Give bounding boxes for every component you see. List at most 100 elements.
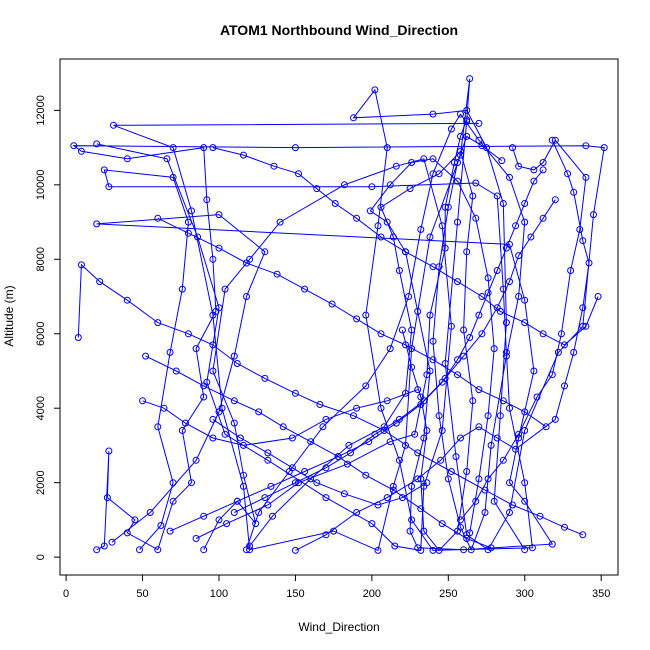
data-point	[463, 535, 471, 542]
data-point	[551, 415, 559, 423]
x-tick-label: 250	[439, 588, 457, 600]
data-point	[240, 441, 247, 449]
data-point	[499, 200, 507, 207]
data-point	[353, 404, 361, 412]
data-point	[600, 144, 608, 152]
data-point	[362, 382, 370, 390]
data-point	[154, 423, 162, 431]
data-point	[423, 371, 431, 379]
series-17	[166, 166, 547, 535]
data-point	[200, 393, 208, 401]
data-point	[469, 397, 477, 405]
data-point	[542, 423, 550, 431]
data-point	[426, 311, 434, 319]
data-point	[77, 261, 85, 269]
data-point	[192, 456, 200, 464]
data-point	[478, 330, 486, 338]
data-point	[383, 397, 391, 405]
data-point	[139, 397, 147, 405]
data-point	[411, 430, 419, 438]
data-point	[368, 520, 376, 528]
x-axis: 0 50 100 150 200 250 300 350	[63, 574, 610, 600]
y-axis: 0 2000 4000 6000 8000 10000 12000	[35, 95, 61, 560]
data-point	[539, 159, 547, 166]
data-point	[441, 203, 449, 211]
data-point	[383, 494, 391, 502]
data-point	[181, 419, 189, 427]
data-point	[406, 185, 414, 193]
data-point	[398, 494, 406, 502]
data-point	[334, 453, 342, 461]
data-point	[429, 110, 437, 118]
data-point	[184, 229, 192, 237]
data-point	[484, 475, 492, 483]
data-point	[438, 427, 446, 434]
data-point	[233, 497, 241, 505]
data-point	[154, 214, 162, 222]
series-line	[142, 389, 418, 446]
data-point	[493, 434, 501, 442]
data-point	[383, 218, 391, 226]
data-point	[590, 211, 597, 219]
data-point	[301, 285, 309, 293]
data-point	[515, 293, 523, 300]
y-tick-label: 8000	[35, 247, 47, 271]
data-point	[463, 106, 471, 114]
series-2	[100, 86, 536, 554]
data-point	[447, 468, 455, 475]
data-point	[276, 218, 284, 226]
data-point	[93, 220, 101, 228]
data-point	[457, 147, 464, 155]
data-point	[264, 501, 272, 509]
series-line	[169, 169, 544, 532]
data-point	[454, 177, 461, 185]
data-point	[454, 356, 461, 364]
data-point	[255, 408, 263, 416]
data-point	[142, 352, 150, 360]
data-point	[594, 293, 602, 300]
data-point	[420, 155, 428, 163]
data-point	[215, 304, 223, 312]
data-point	[527, 233, 535, 241]
series-line	[157, 217, 547, 428]
data-point	[184, 330, 192, 338]
data-point	[490, 345, 498, 353]
data-point	[478, 142, 486, 150]
data-point	[466, 75, 474, 83]
data-point	[502, 352, 510, 360]
data-point	[561, 382, 568, 390]
data-point	[240, 471, 247, 479]
data-point	[521, 479, 529, 487]
data-point	[200, 546, 208, 554]
data-point	[447, 322, 455, 330]
data-point	[230, 397, 238, 405]
data-point	[136, 546, 143, 554]
data-point	[233, 360, 241, 367]
data-point	[457, 110, 464, 118]
data-point	[561, 341, 568, 349]
data-point	[347, 449, 354, 457]
data-point	[414, 307, 422, 315]
data-point	[328, 300, 336, 308]
data-point	[301, 468, 309, 475]
data-point	[475, 136, 483, 144]
data-point	[528, 544, 536, 552]
data-point	[243, 259, 250, 267]
data-point	[392, 162, 400, 170]
y-tick-label: 4000	[35, 396, 47, 420]
data-point	[481, 486, 489, 494]
data-point	[340, 181, 348, 189]
data-point	[438, 520, 446, 528]
series-13	[209, 144, 602, 349]
data-point	[230, 509, 238, 516]
data-point	[493, 192, 501, 200]
data-point	[160, 404, 168, 412]
data-point	[74, 334, 82, 341]
data-point	[386, 345, 394, 353]
data-point	[100, 542, 108, 550]
data-point	[551, 136, 559, 144]
data-point	[194, 233, 202, 241]
data-point	[221, 285, 229, 293]
data-point	[557, 330, 565, 338]
